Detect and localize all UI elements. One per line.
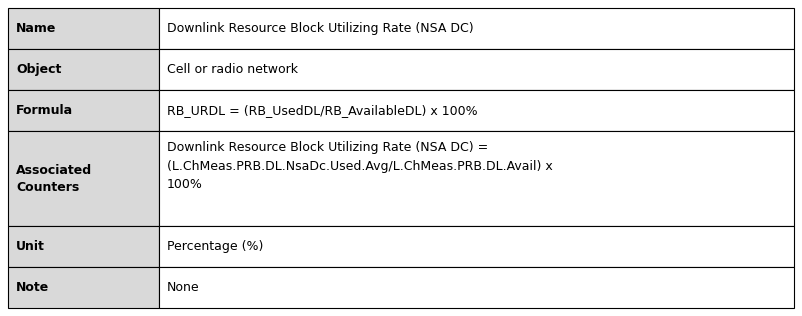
Bar: [159, 131, 794, 226]
Bar: [8, 90, 159, 131]
Bar: [8, 49, 159, 90]
Text: Object: Object: [16, 63, 62, 76]
Text: Cell or radio network: Cell or radio network: [167, 63, 298, 76]
Bar: [8, 226, 159, 267]
Text: Downlink Resource Block Utilizing Rate (NSA DC): Downlink Resource Block Utilizing Rate (…: [167, 22, 473, 35]
Text: Associated
Counters: Associated Counters: [16, 164, 92, 194]
Bar: [8, 131, 159, 226]
Text: RB_URDL = (RB_UsedDL/RB_AvailableDL) x 100%: RB_URDL = (RB_UsedDL/RB_AvailableDL) x 1…: [167, 104, 477, 117]
Text: Unit: Unit: [16, 240, 45, 253]
Bar: [159, 8, 794, 49]
Bar: [8, 267, 159, 308]
Bar: [159, 49, 794, 90]
Bar: [159, 267, 794, 308]
Bar: [159, 226, 794, 267]
Bar: [8, 8, 159, 49]
Text: None: None: [167, 281, 200, 294]
Text: Formula: Formula: [16, 104, 73, 117]
Text: Name: Name: [16, 22, 56, 35]
Text: Downlink Resource Block Utilizing Rate (NSA DC) =
(L.ChMeas.PRB.DL.NsaDc.Used.Av: Downlink Resource Block Utilizing Rate (…: [167, 142, 553, 191]
Bar: [159, 90, 794, 131]
Text: Note: Note: [16, 281, 49, 294]
Text: Percentage (%): Percentage (%): [167, 240, 263, 253]
